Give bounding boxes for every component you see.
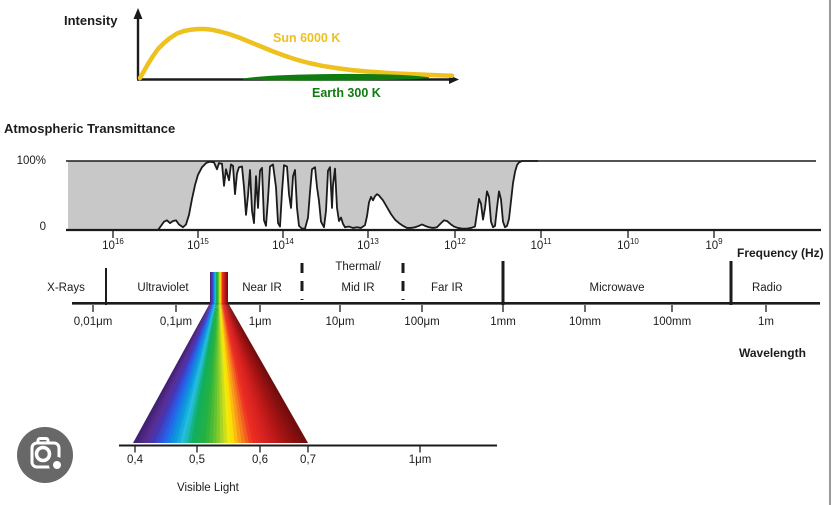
freq-tick-label: 1015	[187, 237, 209, 252]
visible-light-fan-slice	[133, 303, 211, 443]
y-tick-0: 0	[39, 221, 46, 233]
sun-curve-label: Sun 6000 K	[273, 31, 341, 45]
earth-curve-label: Earth 300 K	[312, 86, 381, 100]
wavelength-tick-label: 10μm	[325, 316, 355, 328]
wavelength-tick-label: 100mm	[652, 316, 692, 328]
visible-light-fan-slice	[183, 303, 216, 443]
freq-tick-label: 1013	[357, 237, 379, 252]
visible-light-fan-slice	[176, 303, 215, 443]
wavelength-tick-label: 0,01μm	[73, 316, 113, 328]
band-label: X-Rays	[47, 282, 85, 294]
visible-light-fan-slice	[201, 303, 218, 443]
band-label: Mid IR	[341, 282, 375, 294]
wavelength-tick-label: 1m	[758, 316, 774, 328]
freq-tick-label: 1016	[102, 237, 124, 252]
transmittance-curve	[68, 160, 538, 231]
visible-light-fan-slice	[143, 303, 212, 443]
absorption-area	[68, 161, 538, 230]
wavelength-tick-label: 0,1μm	[159, 316, 193, 328]
band-label: Far IR	[431, 282, 463, 294]
visible-light-fan-slice	[180, 303, 216, 443]
freq-tick-label: 109	[705, 237, 723, 252]
visible-light-fan-slice	[162, 303, 214, 443]
freq-tick-label: 1010	[617, 237, 639, 252]
wavelength-tick-label: 1mm	[490, 316, 516, 328]
sun-curve	[137, 26, 455, 81]
search-by-image-button[interactable]	[17, 427, 73, 483]
band-label: Radio	[751, 282, 783, 294]
visible-light-fan-slice	[151, 303, 213, 443]
intensity-axis-label: Intensity	[64, 13, 118, 28]
visible-tick-label: 0,6	[252, 454, 268, 466]
intensity-y-arrowhead	[133, 8, 143, 19]
visible-light-strip	[210, 272, 228, 303]
visible-light-label: Visible Light	[177, 482, 239, 494]
visible-tick-label: 1μm	[408, 454, 432, 466]
band-label: Microwave	[589, 282, 645, 294]
visible-light-fan-slice	[198, 303, 218, 443]
band-label: Ultraviolet	[137, 282, 189, 294]
visible-light-fan-slice	[191, 303, 217, 443]
visible-light-fan-slice	[154, 303, 213, 443]
visible-light-fan-slice	[165, 303, 214, 443]
wavelength-axis-label: Wavelength	[739, 346, 806, 360]
y-tick-100: 100%	[16, 155, 46, 167]
wavelength-tick-label: 100μm	[404, 316, 440, 328]
transmittance-title: Atmospheric Transmittance	[4, 121, 176, 136]
visible-light-fan-slice	[227, 303, 309, 443]
freq-tick-label: 1011	[530, 237, 552, 252]
band-label: Thermal/	[335, 261, 381, 273]
visible-tick-label: 0,5	[189, 454, 205, 466]
visible-light-fan-slice	[187, 303, 217, 443]
wavelength-tick-label: 1μm	[248, 316, 272, 328]
freq-tick-label: 1014	[272, 237, 294, 252]
band-label: Near IR	[242, 282, 282, 294]
frequency-axis-label: Frequency (Hz)	[737, 246, 824, 260]
visible-light-fan-slice	[205, 303, 218, 443]
visible-light-fan-slice	[209, 303, 219, 443]
visible-light-fan-slice	[136, 303, 211, 443]
wavelength-tick-label: 10mm	[569, 316, 601, 328]
visible-light-fan-slice	[194, 303, 217, 443]
image-right-border	[829, 0, 831, 505]
visible-tick-label: 0,7	[300, 454, 316, 466]
visible-light-fan-slice	[172, 303, 215, 443]
visible-light-fan-slice	[158, 303, 214, 443]
visible-light-fan-slice	[169, 303, 215, 443]
camera-icon	[30, 437, 65, 473]
earth-curve	[242, 73, 430, 81]
visible-tick-label: 0,4	[127, 454, 143, 466]
visible-light-fan-slice	[147, 303, 212, 443]
freq-tick-label: 1012	[444, 237, 466, 252]
visible-light-fan-slice	[140, 303, 212, 443]
